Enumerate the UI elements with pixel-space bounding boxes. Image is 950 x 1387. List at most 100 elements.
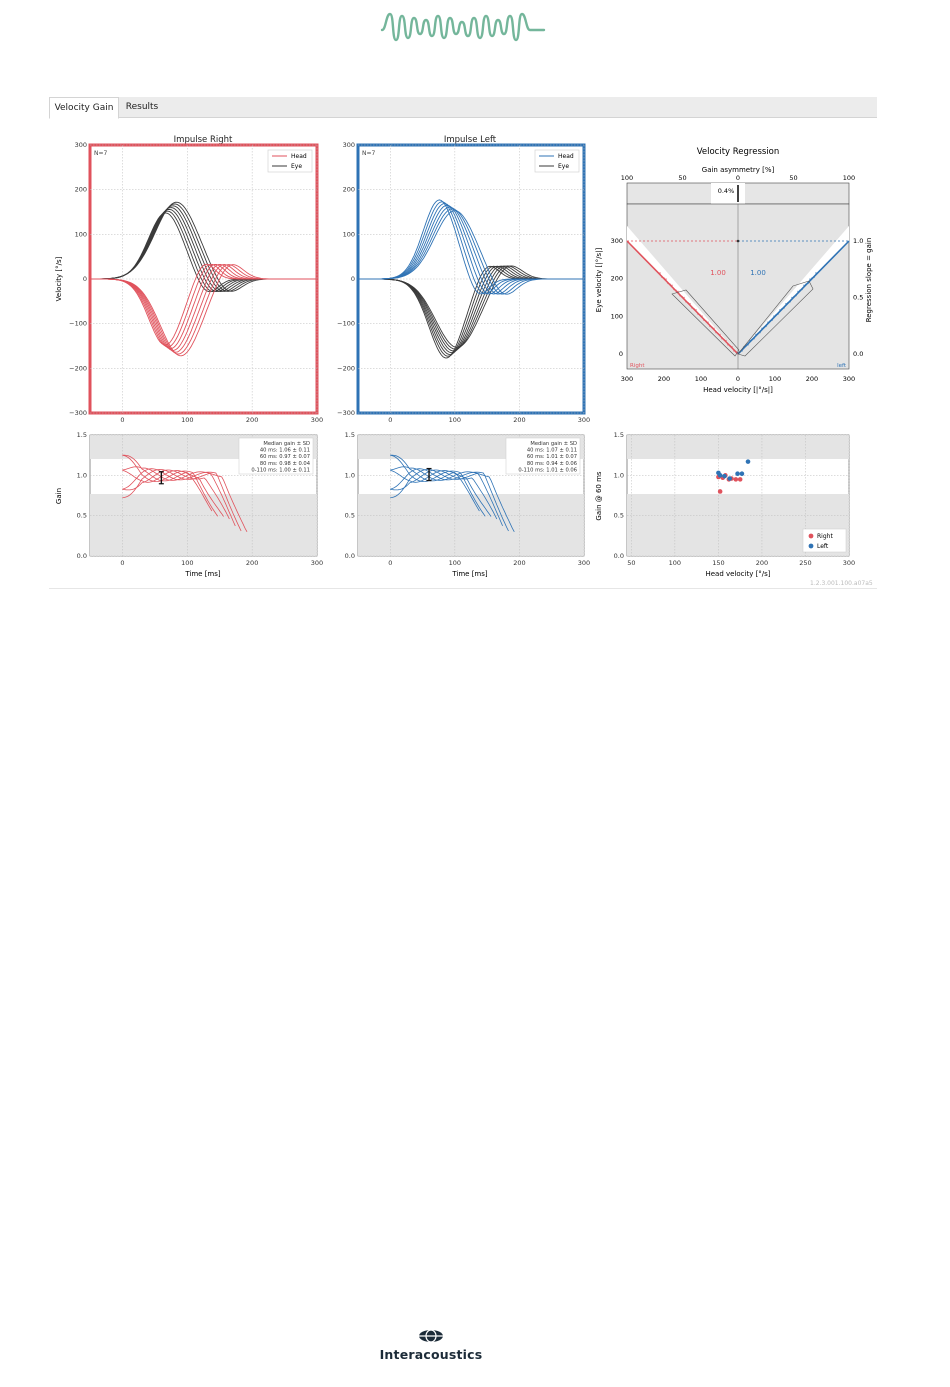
x-tick-label: 100	[449, 559, 461, 567]
y-tick-label: 0	[351, 275, 355, 283]
impulse-right-chart: Impulse Right 300 200 100 0 −100 −200 −300 0 10…	[55, 135, 323, 424]
asymmetry-normal-zone	[711, 183, 745, 204]
x-tick-label: 200	[246, 559, 258, 567]
legend-left-marker	[808, 543, 814, 549]
corner-left-label: left	[837, 363, 847, 369]
gain-asymmetry-label: Gain asymmetry [%]	[702, 166, 775, 174]
legend-right-label: Right	[817, 533, 833, 540]
y-tick-label: 300	[75, 141, 87, 149]
head-velocity-xlabel: Head velocity [°/s]	[705, 570, 770, 578]
asymmetry-tick-label: 50	[789, 174, 797, 182]
stats-line: Median gain ± SD	[263, 441, 310, 447]
x-tick-label: 200	[806, 375, 818, 383]
gain-left-chart: 1.5 1.0 0.5 0.0 0 100 200 300 Time [ms] Median…	[345, 431, 591, 578]
y-tick-label: 0.0	[345, 552, 355, 560]
left-gain-point	[745, 459, 751, 464]
y-tick-label: −100	[337, 320, 355, 328]
y-tick-label: 1.5	[345, 431, 355, 439]
velocity-regression-title: Velocity Regression	[697, 147, 780, 157]
gain-trace	[122, 466, 248, 532]
waveform-logo-icon	[380, 12, 546, 42]
impulse-right-n-label: N=7	[94, 150, 108, 157]
impulse-right-title: Impulse Right	[174, 135, 233, 145]
regression-line-right	[626, 240, 739, 355]
y-tick-label: 0.0	[614, 552, 624, 560]
x-tick-label: 300	[311, 416, 323, 424]
x-tick-label: 100	[181, 416, 193, 424]
x-tick-label: 250	[799, 559, 811, 567]
head-trace	[90, 264, 316, 357]
legend-head-label: Head	[291, 153, 307, 160]
stats-line: 60 ms: 1.01 ± 0.07	[527, 454, 577, 460]
gain-60ms-ylabel: Gain @ 60 ms	[595, 471, 603, 520]
impulse-left-legend: Head Eye	[534, 149, 580, 173]
y-tick-label: 100	[75, 230, 87, 238]
stats-line: 80 ms: 0.98 ± 0.04	[260, 461, 311, 467]
gain-right-value: 1.00	[710, 269, 726, 277]
impulse-left-chart: Impulse Left 300 200 100 0 −100 −200 −300 0 100…	[337, 135, 590, 424]
left-gain-point	[717, 473, 723, 478]
time-xlabel: Time [ms]	[451, 570, 488, 578]
time-xlabel: Time [ms]	[184, 570, 221, 578]
x-tick-label: 200	[658, 375, 670, 383]
y-tick-label: 100	[611, 312, 623, 320]
y-tick-label: 200	[343, 186, 355, 194]
interacoustics-logo: Interacoustics	[366, 1328, 496, 1362]
eye-velocity-label: Eye velocity [|°/s|]	[595, 248, 603, 313]
impulse-right-ylabel: Velocity [°/s]	[55, 256, 63, 301]
x-tick-label: 300	[578, 416, 590, 424]
gain-ylabel: Gain	[55, 488, 63, 504]
impulse-right-legend: Head Eye	[267, 149, 313, 173]
y-tick-label: 200	[75, 186, 87, 194]
charts-canvas: Impulse Right 300 200 100 0 −100 −200 −300 0 10…	[55, 135, 873, 578]
asymmetry-tick-label: 100	[621, 174, 633, 182]
x-tick-label: 0	[736, 375, 740, 383]
y-tick-label: −300	[337, 409, 355, 417]
gain-trace	[122, 454, 213, 512]
x-tick-label: 0	[388, 416, 392, 424]
impulse-left-title: Impulse Left	[444, 135, 497, 145]
stats-line: 80 ms: 0.94 ± 0.06	[527, 461, 577, 467]
y-tick-label: 300	[343, 141, 355, 149]
gain-trace	[122, 468, 236, 527]
stats-line: 60 ms: 0.97 ± 0.07	[260, 454, 310, 460]
x-tick-label: 100	[695, 375, 707, 383]
tab-results[interactable]: Results	[125, 102, 159, 112]
slope-tick-label: 0.0	[853, 350, 863, 358]
tab-velocity-gain[interactable]: Velocity Gain	[49, 97, 119, 119]
x-tick-label: 200	[756, 559, 768, 567]
y-tick-label: 0.5	[345, 512, 355, 520]
gain-trace	[390, 468, 509, 532]
gain-right-chart: 1.5 1.0 0.5 0.0 0 100 200 300 Gain Time [ms] M…	[55, 431, 323, 578]
y-tick-label: 200	[611, 275, 623, 283]
y-tick-label: −200	[69, 364, 87, 372]
gain-trace	[390, 469, 498, 520]
stats-line: 40 ms: 1.07 ± 0.11	[527, 448, 577, 454]
velocity-gain-panel: Impulse Right 300 200 100 0 −100 −200 −300 0 10…	[49, 118, 877, 589]
legend-eye-label: Eye	[291, 163, 302, 170]
gain-trace	[122, 454, 219, 517]
x-tick-label: 300	[311, 559, 323, 567]
y-tick-label: 0.5	[77, 512, 87, 520]
y-tick-label: 1.0	[614, 471, 624, 479]
stats-box-frame	[505, 437, 581, 475]
x-tick-label: 0	[120, 559, 124, 567]
stats-line: Median gain ± SD	[530, 441, 577, 447]
x-tick-label: 100	[769, 375, 781, 383]
brand-name: Interacoustics	[379, 1347, 483, 1362]
velocity-regression-chart: Velocity Regression Gain asymmetry [%] 1…	[595, 147, 873, 394]
x-tick-label: 100	[669, 559, 681, 567]
right-gain-point	[737, 477, 743, 482]
impulse-left-n-label: N=7	[362, 150, 376, 157]
stats-line: 0-110 ms: 1.00 ± 0.11	[251, 467, 310, 473]
gain-trace	[390, 466, 515, 532]
stats-line: 40 ms: 1.06 ± 0.11	[260, 448, 310, 454]
y-tick-label: 0	[619, 350, 623, 358]
version-label: 1.2.3.001.100.a07a5	[810, 580, 873, 587]
left-gain-point	[727, 476, 733, 481]
right-gain-point	[717, 489, 723, 494]
corner-right-label: Right	[630, 363, 645, 369]
stats-line: 0-110 ms: 1.01 ± 0.06	[518, 467, 577, 473]
x-tick-label: 100	[449, 416, 461, 424]
